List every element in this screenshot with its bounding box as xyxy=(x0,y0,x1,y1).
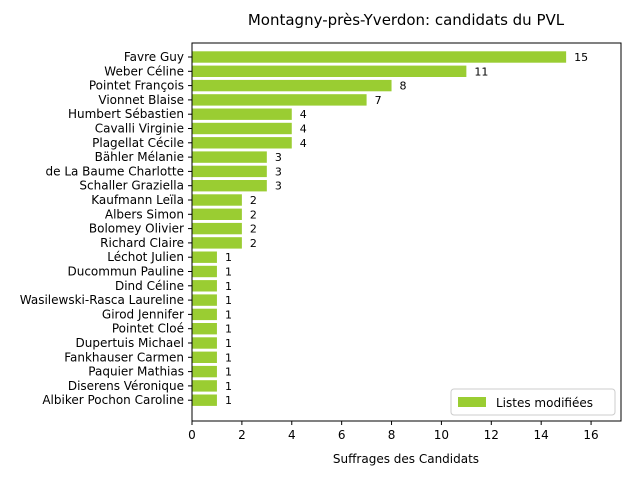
bar xyxy=(192,237,242,249)
data-label: 1 xyxy=(225,308,232,321)
category-label: Albiker Pochon Caroline xyxy=(42,393,184,407)
data-label: 1 xyxy=(225,251,232,264)
data-label: 7 xyxy=(375,94,382,107)
category-label: Albers Simon xyxy=(105,207,184,221)
data-label: 1 xyxy=(225,351,232,364)
data-label: 1 xyxy=(225,294,232,307)
x-axis-label: Suffrages des Candidats xyxy=(333,452,479,466)
data-label: 1 xyxy=(225,266,232,279)
bar xyxy=(192,337,217,349)
category-label: Humbert Sébastien xyxy=(68,107,184,121)
x-tick-label: 2 xyxy=(238,428,246,442)
bar xyxy=(192,137,292,149)
category-label: Weber Céline xyxy=(104,64,184,78)
category-label: Fankhauser Carmen xyxy=(64,350,184,364)
category-label: Bolomey Olivier xyxy=(89,222,184,236)
data-label: 2 xyxy=(250,194,257,207)
category-label: Paquier Mathias xyxy=(88,365,184,379)
data-label: 3 xyxy=(275,151,282,164)
category-label: Girod Jennifer xyxy=(102,307,184,321)
legend: Listes modifiées xyxy=(450,388,616,416)
category-label: Vionnet Blaise xyxy=(98,93,184,107)
category-label: Diserens Véronique xyxy=(68,379,184,393)
data-label: 3 xyxy=(275,165,282,178)
data-label: 1 xyxy=(225,323,232,336)
category-label: Pointet Cloé xyxy=(112,322,184,336)
category-label: Ducommun Pauline xyxy=(67,265,184,279)
x-tick-label: 10 xyxy=(434,428,449,442)
bar xyxy=(192,194,242,206)
category-label: Kaufmann Leïla xyxy=(91,193,184,207)
data-label: 11 xyxy=(474,65,488,78)
x-axis-ticks: 0 2 4 6 8 10 12 14 16 xyxy=(188,421,599,442)
bar xyxy=(192,151,267,163)
category-label: Schaller Graziella xyxy=(79,179,184,193)
data-label: 15 xyxy=(574,51,588,64)
bar xyxy=(192,108,292,120)
bar xyxy=(192,365,217,378)
category-label: Léchot Julien xyxy=(107,250,184,264)
category-label: Richard Claire xyxy=(100,236,184,250)
category-label: Plagellat Cécile xyxy=(92,136,184,150)
data-label: 4 xyxy=(300,123,307,136)
bar xyxy=(192,222,242,235)
bar xyxy=(192,265,217,278)
x-tick-label: 12 xyxy=(484,428,499,442)
bars-group xyxy=(192,51,567,406)
category-label: Wasilewski-Rasca Laureline xyxy=(20,293,184,307)
bar xyxy=(192,294,217,306)
bar xyxy=(192,94,367,106)
category-label: Favre Guy xyxy=(124,50,184,64)
chart-title: Montagny-près-Yverdon: candidats du PVL xyxy=(248,11,565,29)
category-label: Dind Céline xyxy=(115,279,184,293)
bar xyxy=(192,65,467,77)
bar xyxy=(192,280,217,292)
data-label: 8 xyxy=(400,80,407,93)
data-label: 4 xyxy=(300,137,307,150)
data-label: 1 xyxy=(225,280,232,293)
bar xyxy=(192,323,217,335)
bar xyxy=(192,180,267,192)
bar xyxy=(192,351,217,363)
category-label: Cavalli Virginie xyxy=(95,122,184,136)
category-label: de La Baume Charlotte xyxy=(46,164,185,178)
bar xyxy=(192,122,292,135)
x-tick-label: 6 xyxy=(338,428,346,442)
data-label: 1 xyxy=(225,337,232,350)
bar xyxy=(192,394,217,406)
data-label: 2 xyxy=(250,223,257,236)
category-label: Dupertuis Michael xyxy=(76,336,184,350)
bar xyxy=(192,308,217,321)
bar xyxy=(192,208,242,220)
legend-swatch xyxy=(458,397,486,407)
bar xyxy=(192,51,567,63)
plot-frame xyxy=(191,42,622,422)
x-tick-label: 16 xyxy=(583,428,598,442)
legend-label: Listes modifiées xyxy=(496,396,593,410)
data-label: 3 xyxy=(275,180,282,193)
data-label: 1 xyxy=(225,380,232,393)
x-tick-label: 0 xyxy=(188,428,196,442)
data-label: 2 xyxy=(250,208,257,221)
bar xyxy=(192,251,217,263)
data-label: 4 xyxy=(300,108,307,121)
x-tick-label: 8 xyxy=(388,428,396,442)
data-label: 1 xyxy=(225,394,232,407)
category-label: Bähler Mélanie xyxy=(95,150,184,164)
bar xyxy=(192,165,267,178)
bar xyxy=(192,380,217,392)
x-tick-label: 14 xyxy=(534,428,549,442)
category-label: Pointet François xyxy=(89,79,184,93)
data-label: 1 xyxy=(225,366,232,379)
data-label: 2 xyxy=(250,237,257,250)
x-tick-label: 4 xyxy=(288,428,296,442)
legend-box xyxy=(450,388,616,416)
bar xyxy=(192,79,392,92)
